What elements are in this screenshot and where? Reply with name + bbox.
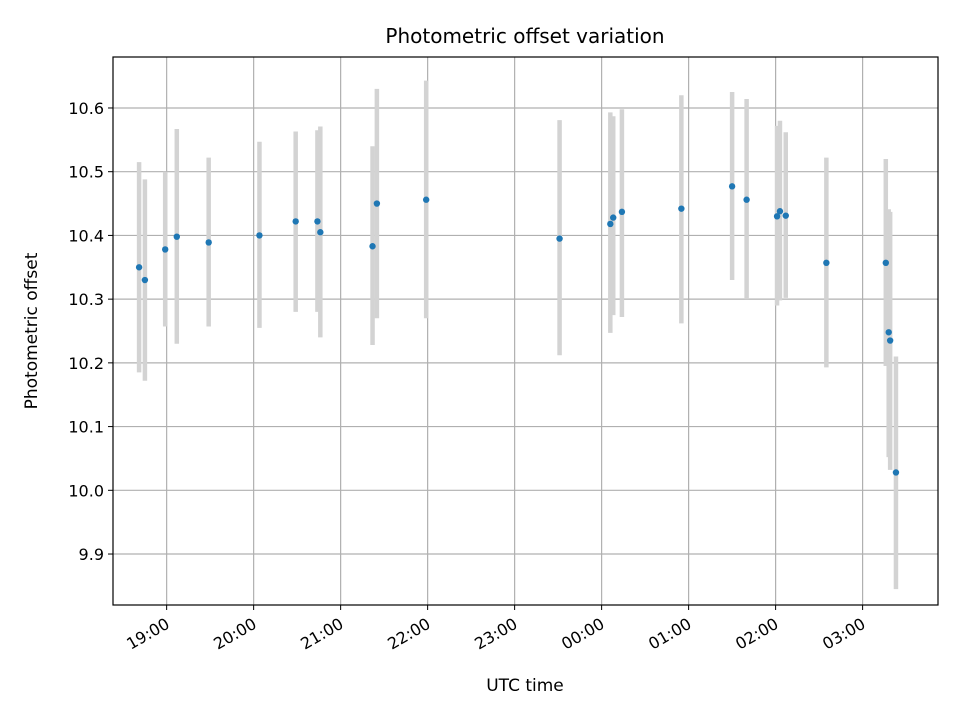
data-point xyxy=(678,205,685,212)
plot-frame xyxy=(112,56,939,606)
data-point xyxy=(205,239,212,246)
data-point xyxy=(314,218,321,225)
data-point xyxy=(610,214,617,221)
y-tick-label: 10.1 xyxy=(68,418,104,437)
y-tick-label: 10.6 xyxy=(68,99,104,118)
data-points xyxy=(135,183,900,476)
data-point xyxy=(173,233,180,240)
data-point xyxy=(882,259,890,267)
data-point xyxy=(618,208,626,216)
y-tick-label: 10.5 xyxy=(68,163,104,182)
data-point xyxy=(256,232,263,239)
data-point xyxy=(782,212,789,219)
data-point xyxy=(369,243,376,250)
data-point xyxy=(885,329,892,336)
y-axis-label: Photometric offset xyxy=(22,252,42,409)
data-point xyxy=(776,208,784,215)
data-point xyxy=(317,229,324,236)
data-point xyxy=(886,337,894,344)
data-point xyxy=(556,235,563,242)
data-point xyxy=(823,259,830,267)
data-point xyxy=(892,469,900,476)
data-point xyxy=(373,200,381,207)
data-point xyxy=(607,220,614,228)
data-point xyxy=(743,196,750,203)
data-point xyxy=(292,218,299,225)
y-tick-label: 10.0 xyxy=(68,481,104,500)
data-point xyxy=(161,246,169,253)
data-point xyxy=(422,196,430,203)
y-tick-label: 9.9 xyxy=(79,545,104,564)
y-tick-label: 10.4 xyxy=(68,226,104,245)
data-point xyxy=(728,183,736,190)
chart-title: Photometric offset variation xyxy=(385,24,664,48)
data-point xyxy=(135,264,143,271)
y-tick-label: 10.3 xyxy=(68,290,104,309)
data-point xyxy=(141,276,149,284)
y-tick-label: 10.2 xyxy=(68,354,104,373)
x-axis-label: UTC time xyxy=(486,676,564,696)
data-point xyxy=(773,213,781,220)
